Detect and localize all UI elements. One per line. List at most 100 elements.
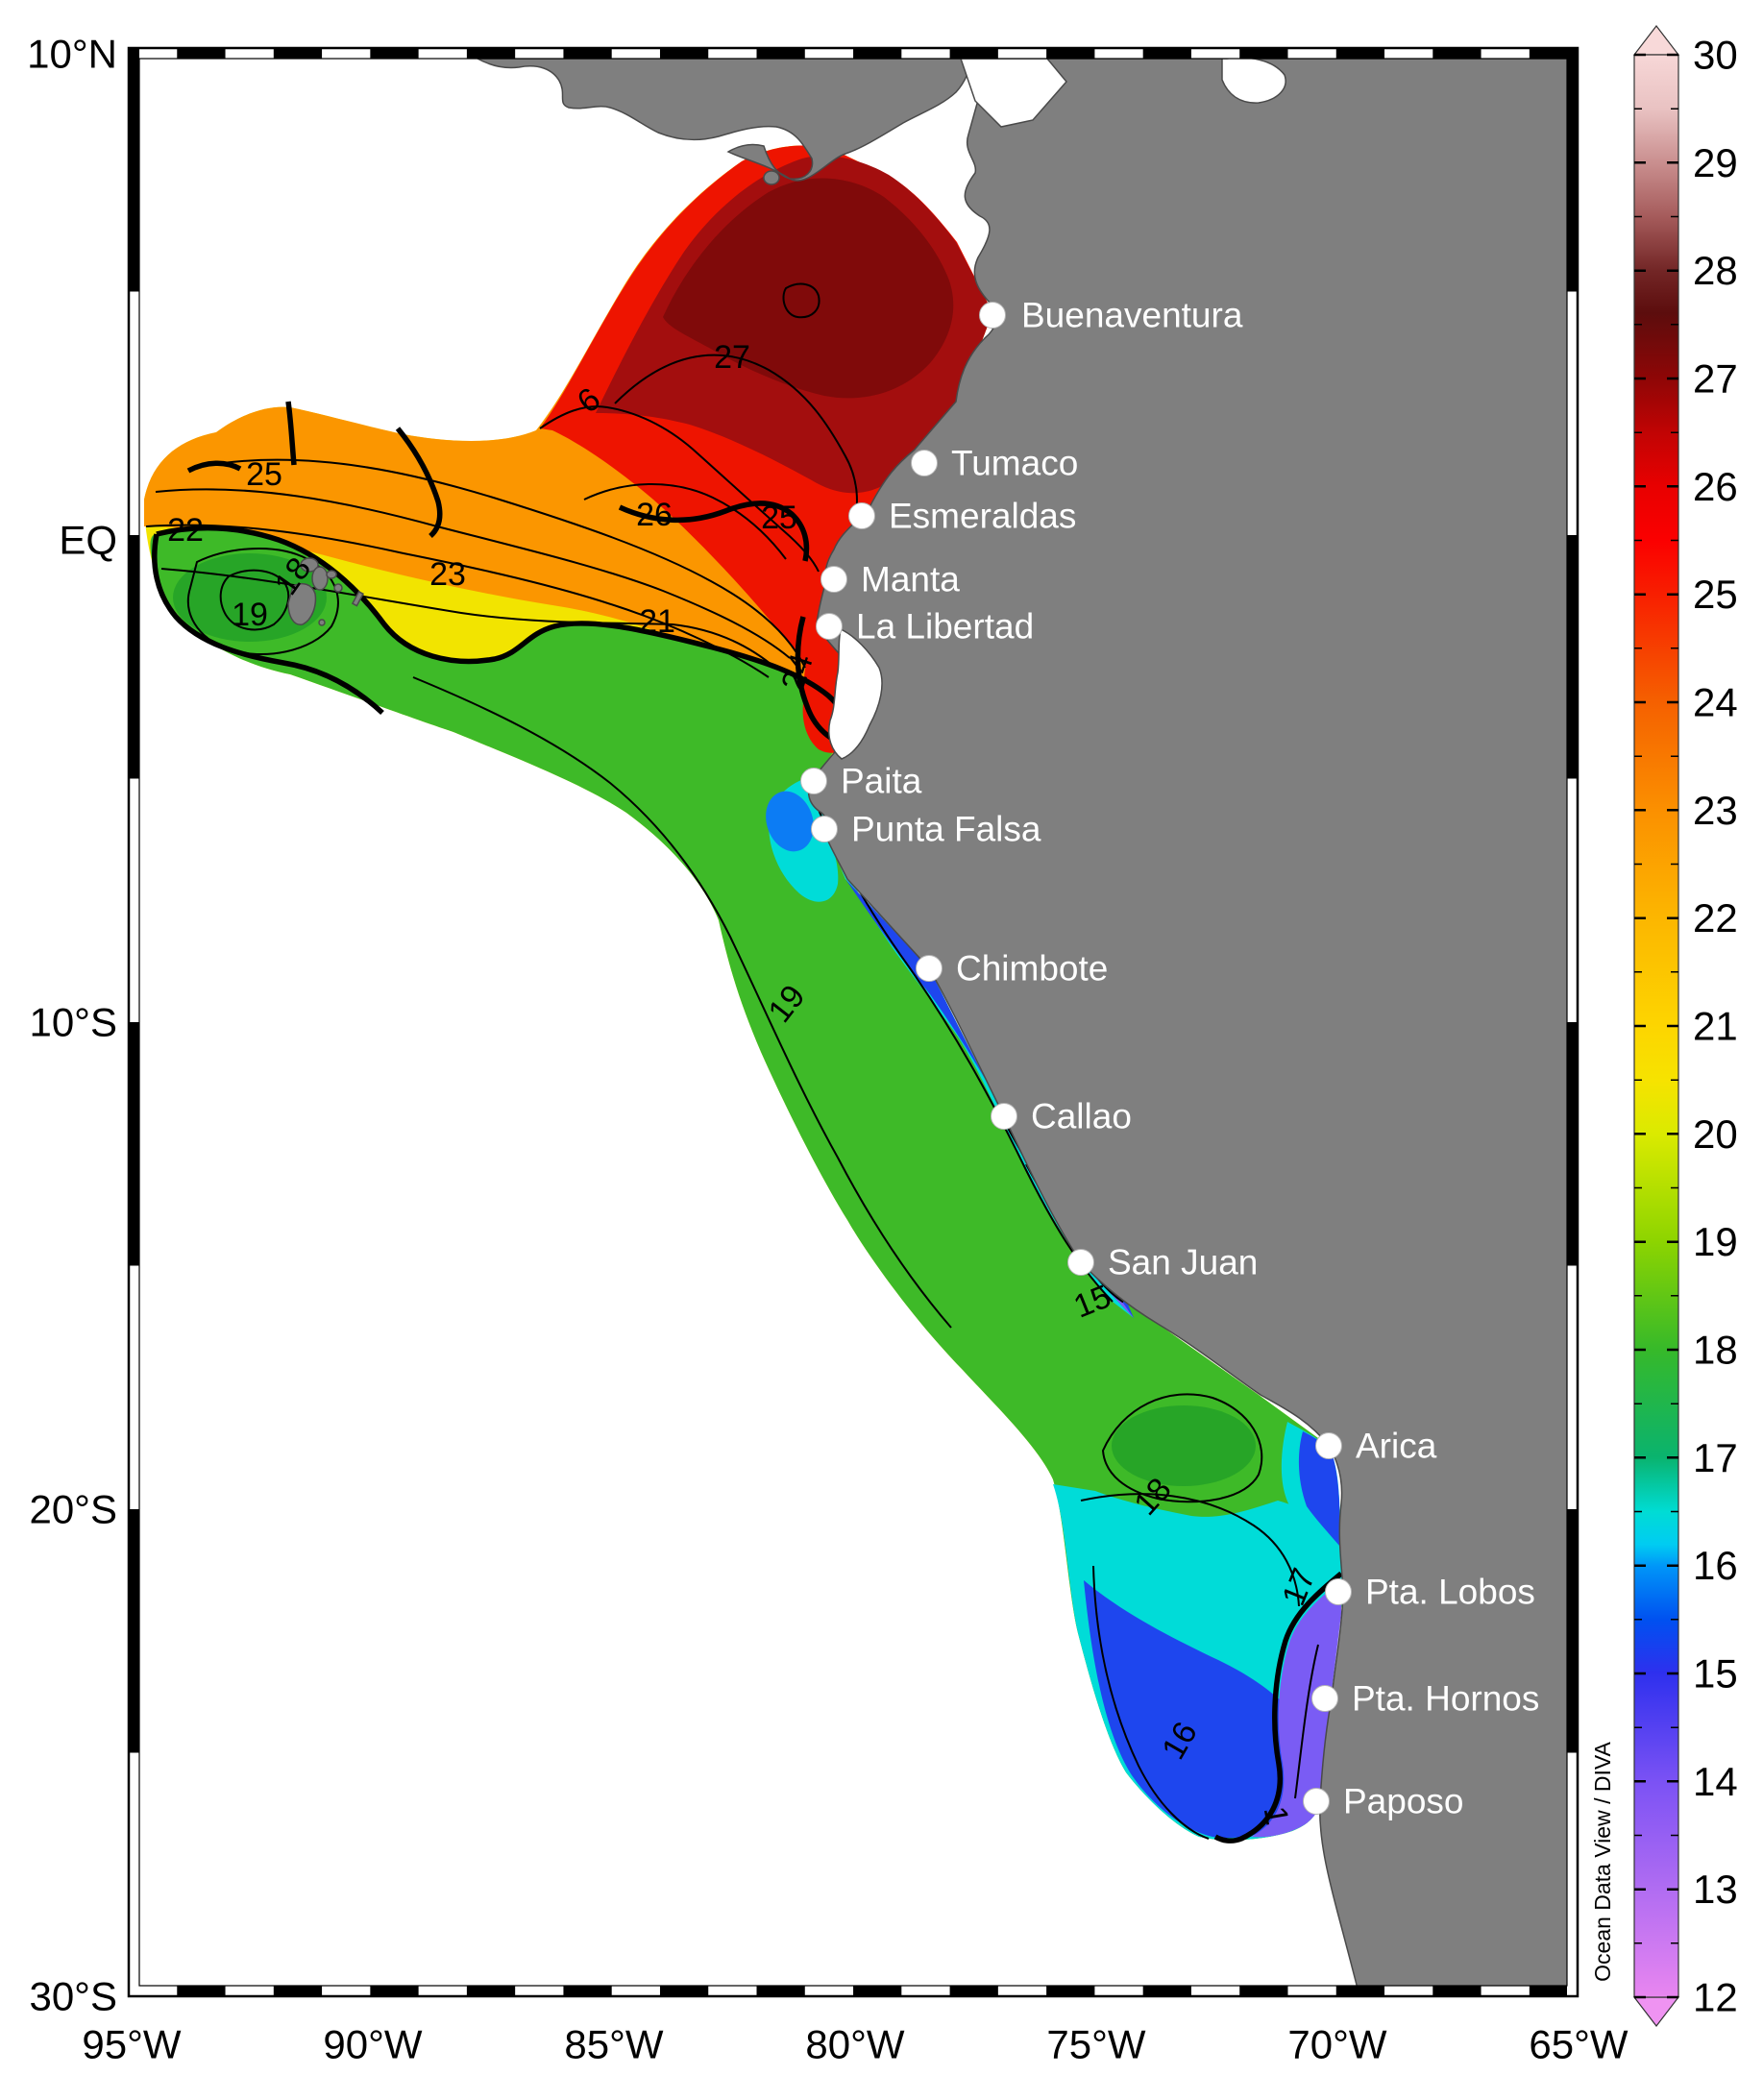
contour-24 xyxy=(222,458,806,669)
contour-23 xyxy=(155,488,791,659)
colorbar-tick-23: 23 xyxy=(1693,788,1738,833)
contour-20-thick xyxy=(156,525,849,737)
contour-25-thick-d xyxy=(618,501,810,562)
city-label-punta-falsa: Punta Falsa xyxy=(851,810,1041,849)
attribution-text: Ocean Data View / DIVA xyxy=(1590,1741,1615,1981)
colorbar-tick-16: 16 xyxy=(1693,1543,1738,1588)
colorbar-tick-18: 18 xyxy=(1693,1328,1738,1373)
colorbar-tick-19: 19 xyxy=(1693,1219,1738,1264)
city-label-pta-lobos: Pta. Lobos xyxy=(1365,1573,1535,1612)
colorbar-tick-22: 22 xyxy=(1693,895,1738,940)
frame-band-right xyxy=(1567,48,1578,1996)
city-dot-la-libertad xyxy=(816,613,843,640)
contour-19-ring xyxy=(186,548,339,655)
colorbar-tick-15: 15 xyxy=(1693,1651,1738,1697)
contour-25-thick-b xyxy=(285,401,297,466)
colorbar-tick-13: 13 xyxy=(1693,1867,1738,1912)
contour-label-27: 27 xyxy=(714,339,750,376)
city-label-paposo: Paposo xyxy=(1343,1782,1464,1821)
lat-label-20s: 20°S xyxy=(29,1487,117,1532)
colorbar-tick-26: 26 xyxy=(1693,464,1738,509)
contour-22 xyxy=(145,524,770,678)
city-dot-tumaco xyxy=(911,450,938,476)
contour-26 xyxy=(539,405,820,573)
city-dot-arica xyxy=(1315,1432,1342,1459)
cities: Buenaventura Tumaco Esmeraldas Manta La … xyxy=(800,296,1539,1821)
city-label-san-juan: San Juan xyxy=(1108,1243,1258,1282)
city-label-paita: Paita xyxy=(841,762,922,801)
city-label-esmeraldas: Esmeraldas xyxy=(889,497,1076,536)
city-dot-san-juan xyxy=(1067,1249,1094,1276)
city-dot-manta xyxy=(820,566,847,593)
galapagos-island xyxy=(300,557,319,573)
contour-25-thick-a xyxy=(186,460,242,474)
land-island-panama xyxy=(763,170,780,185)
axis-labels: 10°N EQ 10°S 20°S 30°S 95°W 90°W 85°W 80… xyxy=(27,32,1628,2067)
city-dot-paita xyxy=(800,768,827,794)
lon-label-70w: 70°W xyxy=(1287,2022,1387,2067)
lon-label-95w: 95°W xyxy=(82,2022,182,2067)
city-label-arica: Arica xyxy=(1356,1427,1437,1466)
lat-label-10n: 10°N xyxy=(27,32,117,77)
colorbar-minor-ticks xyxy=(1634,108,1678,1944)
city-label-buenaventura: Buenaventura xyxy=(1021,296,1243,335)
colorbar-tick-30: 30 xyxy=(1693,33,1738,78)
contour-21 xyxy=(160,568,777,670)
galapagos-island xyxy=(311,566,329,591)
contour-18-ring xyxy=(219,569,290,631)
lon-label-65w: 65°W xyxy=(1529,2022,1628,2067)
lon-label-85w: 85°W xyxy=(564,2022,664,2067)
lat-label-10s: 10°S xyxy=(29,1000,117,1045)
contour-20-thick-west xyxy=(152,533,384,716)
contour-label-25-coast: 25 xyxy=(761,500,797,536)
city-dot-pta-hornos xyxy=(1311,1685,1338,1712)
water-caribbean xyxy=(1221,57,1286,104)
sst-band-maroon xyxy=(663,178,954,399)
sst-core-dark-green-south xyxy=(1112,1405,1256,1486)
water-gulf-guayaquil xyxy=(828,627,883,760)
colorbar-tick-labels: 30 29 28 27 26 25 24 23 22 21 20 19 18 1… xyxy=(1693,33,1738,2020)
city-dot-pta-lobos xyxy=(1325,1578,1352,1605)
contour-25-thin xyxy=(583,483,787,560)
city-label-chimbote: Chimbote xyxy=(956,949,1108,989)
lon-label-75w: 75°W xyxy=(1046,2022,1146,2067)
city-dot-callao xyxy=(991,1103,1017,1130)
frame-band-bottom xyxy=(129,1986,1578,1996)
frame-band-top xyxy=(129,48,1578,59)
contour-16-south xyxy=(1092,1565,1210,1840)
contour-19-band xyxy=(412,676,952,1329)
contour-25-thick-guayaquil xyxy=(795,616,836,743)
lon-label-80w: 80°W xyxy=(805,2022,905,2067)
contour-17-south xyxy=(1080,1493,1300,1607)
colorbar-tick-25: 25 xyxy=(1693,572,1738,617)
city-label-manta: Manta xyxy=(861,560,960,599)
colorbar-tick-29: 29 xyxy=(1693,140,1738,185)
contour-label-21: 21 xyxy=(639,603,675,640)
city-label-tumaco: Tumaco xyxy=(951,444,1078,483)
colorbar-tick-17: 17 xyxy=(1693,1435,1738,1480)
city-dot-buenaventura xyxy=(979,302,1006,329)
lat-label-30s: 30°S xyxy=(29,1974,117,2019)
contour-27-loop xyxy=(782,282,820,319)
land-galapagos xyxy=(287,557,364,626)
colorbar-major-ticks xyxy=(1634,53,1678,1999)
city-dot-chimbote xyxy=(916,955,943,982)
colorbar-tick-24: 24 xyxy=(1693,680,1738,725)
contour-label-26: 26 xyxy=(636,497,673,533)
city-dot-paposo xyxy=(1303,1788,1330,1815)
map-area: 25 22 18 19 23 6 27 26 25 21 24 19 15 18… xyxy=(129,48,1578,1996)
contour-label-25-nw: 25 xyxy=(246,456,282,493)
colorbar-tick-20: 20 xyxy=(1693,1111,1738,1157)
sst-sliver-blue-arica xyxy=(1298,1431,1340,1547)
sst-pocket-blue-paita xyxy=(766,791,814,852)
contour-15-thick-south xyxy=(1213,1571,1343,1844)
contour-label-23: 23 xyxy=(429,556,466,593)
galapagos-island xyxy=(318,619,326,626)
galapagos-island xyxy=(326,570,337,579)
contour-lines xyxy=(145,282,1343,1844)
sst-core-dark-green-galapagos xyxy=(173,553,327,642)
city-label-callao: Callao xyxy=(1031,1097,1132,1136)
frame-band-left xyxy=(129,48,139,1996)
contour-25-thick-c xyxy=(395,427,443,539)
